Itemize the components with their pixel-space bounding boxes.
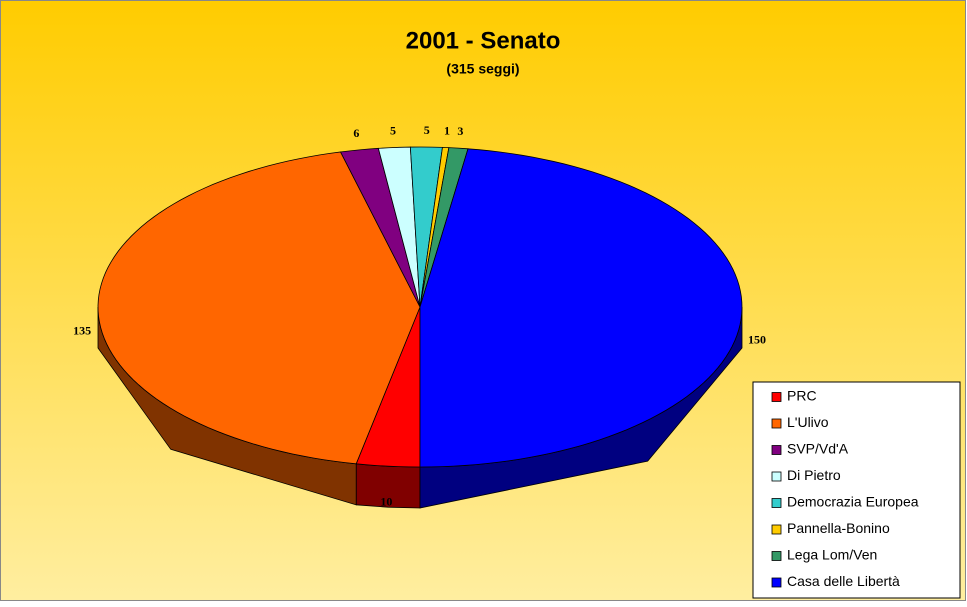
legend-swatch [771,418,782,429]
legend-label: PRC [787,388,817,404]
legend-label: Lega Lom/Ven [787,547,877,563]
legend-swatch [771,471,782,482]
legend-swatch [771,551,782,561]
data-label: 5 [424,123,430,137]
legend: PRC L'Ulivo SVP/Vd'A Di Pietro Democrazia Eu… [771,388,919,589]
legend-label: Pannella-Bonino [787,520,890,536]
data-label: 3 [457,124,463,138]
chart-subtitle: (315 seggi) [446,61,519,77]
legend-label: Casa delle Libertà [787,573,900,589]
legend-swatch [771,577,782,588]
slice [97,151,421,465]
legend-swatch [771,498,782,508]
legend-box [752,381,961,599]
legend-label: SVP/Vd'A [787,441,849,457]
data-label: 150 [748,332,766,346]
legend-label: L'Ulivo [787,414,829,430]
legend-label: Di Pietro [787,467,841,483]
legend-swatch [771,524,782,535]
chart-title: 2001 - Senato [406,27,561,54]
data-label: 135 [73,324,91,338]
data-label: 6 [353,126,359,140]
data-label: 5 [390,123,396,137]
data-label: 1 [444,123,450,137]
legend-swatch [771,445,782,455]
slice [419,148,743,468]
legend-swatch [771,392,782,402]
data-label: 10 [380,494,392,508]
legend-label: Democrazia Europea [787,494,919,510]
